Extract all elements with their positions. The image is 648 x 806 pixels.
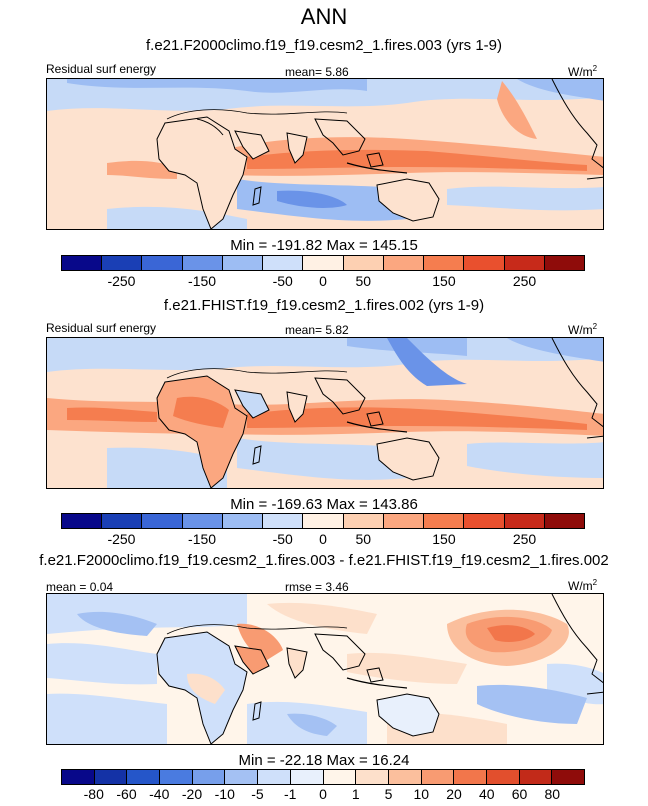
panel2-case-title: f.e21.FHIST.f19_f19.cesm2_1.fires.002 (y…: [163, 297, 485, 314]
panel1-variable-label: Residual surf energy: [46, 62, 157, 76]
colorbar-swatch: [383, 514, 425, 528]
colorbar-swatch: [519, 770, 553, 784]
panel2-units: W/m2: [568, 322, 598, 337]
colorbar-tick-label: -50: [272, 273, 293, 289]
colorbar-swatch: [504, 514, 545, 528]
figure-title: ANN: [300, 4, 348, 29]
colorbar-tick-label: 5: [384, 786, 393, 802]
colorbar-tick-label: 40: [478, 786, 495, 802]
colorbar-swatch: [62, 514, 103, 528]
colorbar-tick-label: -50: [272, 531, 293, 547]
colorbar-tick-label: -60: [116, 786, 137, 802]
panel1-units: W/m2: [568, 64, 598, 79]
colorbar-tick-label: -10: [214, 786, 235, 802]
colorbar-swatch: [356, 770, 389, 784]
colorbar-tick-label: 250: [512, 273, 537, 289]
colorbar-tick-label: 60: [511, 786, 528, 802]
colorbar-swatch: [263, 514, 304, 528]
colorbar-tick-label: 50: [355, 531, 372, 547]
colorbar-tick-label: -1: [284, 786, 297, 802]
panel3-map: [46, 593, 604, 745]
colorbar-swatch: [323, 770, 357, 784]
colorbar-swatch: [303, 256, 344, 270]
colorbar-swatch: [343, 514, 384, 528]
colorbar-swatch: [192, 770, 226, 784]
colorbar-swatch: [504, 256, 545, 270]
panel2-mean-label: mean= 5.82: [285, 323, 349, 337]
colorbar-swatch: [142, 256, 183, 270]
colorbar-swatch: [222, 514, 264, 528]
colorbar-swatch: [263, 256, 304, 270]
colorbar-tick-label: -5: [251, 786, 264, 802]
panel2-map: [46, 337, 604, 489]
colorbar-swatch: [102, 514, 143, 528]
colorbar-tick-label: -20: [181, 786, 203, 802]
panel2-colorbar-labels: -250 -150 -50 0 50 150 250: [61, 531, 585, 549]
panel3-rmse-label: rmse = 3.46: [285, 580, 349, 594]
colorbar-swatch: [182, 256, 223, 270]
colorbar-swatch: [142, 514, 183, 528]
colorbar-swatch: [160, 770, 193, 784]
colorbar-swatch: [182, 514, 223, 528]
colorbar-tick-label: 10: [413, 786, 430, 802]
panel1-mean-label: mean= 5.86: [285, 65, 349, 79]
colorbar-swatch: [544, 514, 585, 528]
panel3-minmax: Min = -22.18 Max = 16.24: [238, 752, 410, 769]
panel1-colorbar-labels: -250 -150 -50 0 50 150 250: [61, 273, 585, 291]
colorbar-swatch: [290, 770, 324, 784]
panel3-units: W/m2: [568, 578, 598, 593]
colorbar-tick-label: -150: [188, 273, 217, 289]
panel2-variable-label: Residual surf energy: [46, 321, 157, 335]
colorbar-tick-label: 80: [544, 786, 561, 802]
colorbar-tick-label: -250: [107, 531, 136, 547]
colorbar-tick-label: -80: [83, 786, 104, 802]
colorbar-swatch: [464, 514, 505, 528]
colorbar-tick-label: 1: [351, 786, 360, 802]
colorbar-swatch: [486, 770, 520, 784]
colorbar-swatch: [62, 256, 103, 270]
colorbar-swatch: [424, 256, 465, 270]
panel1-map: [46, 78, 604, 230]
colorbar-swatch: [464, 256, 505, 270]
panel1-colorbar: [61, 255, 585, 271]
colorbar-swatch: [388, 770, 422, 784]
panel3-case-title: f.e21.F2000climo.f19_f19.cesm2_1.fires.0…: [39, 552, 609, 569]
colorbar-swatch: [127, 770, 161, 784]
colorbar-swatch: [552, 770, 584, 784]
colorbar-tick-label: 0: [319, 273, 327, 289]
colorbar-swatch: [258, 770, 291, 784]
colorbar-tick-label: -40: [149, 786, 170, 802]
panel1-minmax: Min = -191.82 Max = 145.15: [230, 237, 418, 254]
colorbar-swatch: [102, 256, 143, 270]
colorbar-swatch: [544, 256, 585, 270]
panel2-colorbar: [61, 513, 585, 529]
panel1-case-title: f.e21.F2000climo.f19_f19.cesm2_1.fires.0…: [145, 37, 502, 54]
colorbar-tick-label: 20: [446, 786, 462, 802]
colorbar-tick-label: 250: [512, 531, 537, 547]
colorbar-swatch: [303, 514, 344, 528]
panel3-colorbar: [61, 769, 585, 785]
colorbar-tick-label: 0: [319, 786, 327, 802]
colorbar-swatch: [94, 770, 128, 784]
colorbar-tick-label: 50: [355, 273, 372, 289]
colorbar-tick-label: 150: [432, 531, 456, 547]
colorbar-tick-label: 0: [319, 531, 327, 547]
colorbar-swatch: [343, 256, 384, 270]
colorbar-swatch: [383, 256, 425, 270]
colorbar-swatch: [222, 256, 264, 270]
panel3-mean-label: mean = 0.04: [46, 580, 114, 594]
colorbar-tick-label: -150: [188, 531, 217, 547]
colorbar-swatch: [421, 770, 455, 784]
colorbar-swatch: [62, 770, 95, 784]
colorbar-tick-label: -250: [107, 273, 136, 289]
colorbar-swatch: [424, 514, 465, 528]
panel3-colorbar-labels: -80 -60 -40 -20 -10 -5 -1 0 1 5 10 20 40 60 80: [61, 786, 585, 804]
colorbar-swatch: [225, 770, 259, 784]
colorbar-tick-label: 150: [432, 273, 456, 289]
panel2-minmax: Min = -169.63 Max = 143.86: [230, 496, 418, 513]
colorbar-swatch: [454, 770, 487, 784]
